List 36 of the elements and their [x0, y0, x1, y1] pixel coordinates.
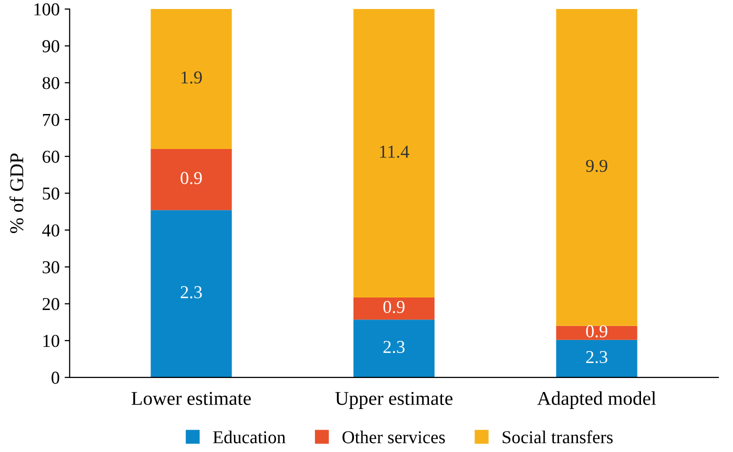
y-tick-label: 20: [42, 298, 60, 310]
y-axis-title: % of GDP: [9, 154, 24, 234]
y-tick-label: 0: [52, 372, 60, 384]
annotation: 9.9: [586, 160, 608, 172]
y-tick-label: 80: [42, 76, 60, 90]
x-tick-label: Upper estimate: [335, 392, 452, 409]
annotation: 2.3: [180, 286, 202, 298]
x-tick-label: Lower estimate: [132, 392, 251, 405]
legend-label: Other services: [342, 430, 445, 444]
bar: [556, 340, 638, 378]
bar: [150, 210, 232, 378]
bar: [353, 9, 435, 298]
y-tick-label: 10: [43, 334, 60, 348]
annotation: 2.3: [383, 340, 405, 354]
y-tick-label: 60: [42, 150, 60, 163]
y-tick-label: 100: [34, 3, 60, 16]
y-tick-label: 30: [42, 261, 60, 274]
annotation: 11.4: [380, 146, 410, 158]
annotation: 0.9: [586, 325, 608, 338]
bar: [150, 9, 232, 150]
y-tick-label: 50: [42, 187, 60, 200]
annotation: 2.3: [586, 351, 608, 364]
annotation: 1.9: [182, 71, 202, 84]
bar: [556, 9, 638, 326]
legend-label: Education: [213, 430, 286, 444]
x-tick-label: Adapted model: [537, 391, 656, 409]
y-tick-label: 90: [42, 40, 60, 52]
bar: [556, 326, 638, 340]
annotation: 0.9: [180, 172, 202, 184]
annotation: 0.9: [383, 300, 405, 314]
bar: [353, 320, 435, 378]
legend-label: Social transfers: [502, 430, 613, 444]
bar: [150, 149, 232, 210]
bar: [353, 297, 435, 320]
y-tick-label: 70: [43, 114, 60, 126]
y-tick-label: 40: [42, 224, 60, 237]
